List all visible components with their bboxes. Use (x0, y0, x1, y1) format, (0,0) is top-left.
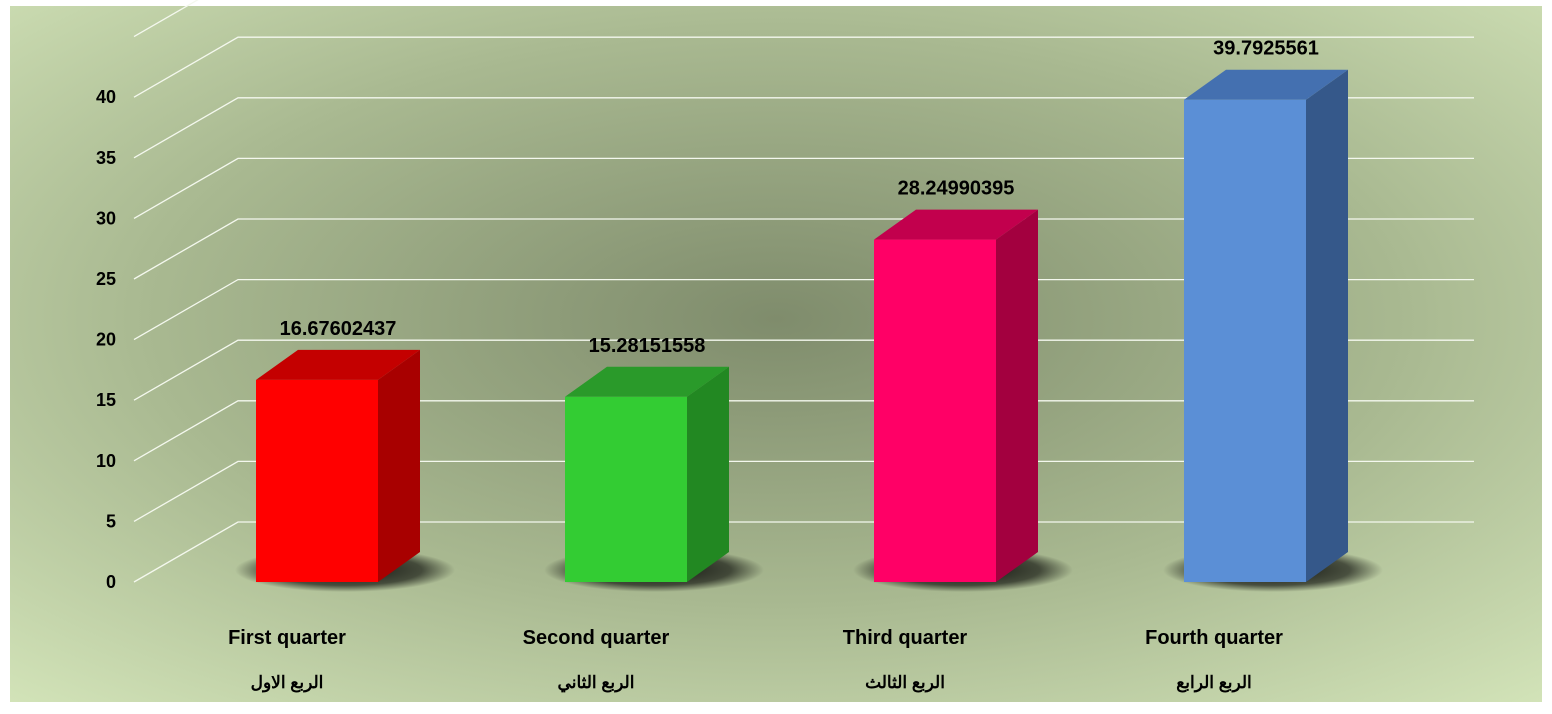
y-axis: 0 5 10 15 20 25 30 35 40 (96, 87, 116, 592)
gridline (133, 339, 1474, 401)
bar-front (565, 396, 687, 582)
bar-top (565, 366, 729, 397)
bar-front (1184, 99, 1306, 582)
x-category-label: First quarter (228, 627, 346, 649)
bar-front (874, 239, 996, 583)
gridline (133, 36, 1474, 98)
x-category-label-arabic: الربع الاول (251, 673, 324, 693)
y-tick-label: 25 (96, 269, 116, 289)
gridline (133, 157, 1474, 219)
x-category-label-arabic: الربع الثاني (558, 673, 635, 693)
y-tick-label: 20 (96, 330, 116, 350)
bar-side (687, 366, 729, 582)
x-category-label-arabic: الربع الثالث (865, 673, 945, 693)
x-axis: First quarter الربع الاول Second quarter ال… (228, 627, 1283, 693)
x-category-label-arabic: الربع الرابع (1176, 673, 1252, 693)
bar-top (874, 209, 1038, 240)
bar-value-label: 28.24990395 (898, 178, 1015, 200)
grid-layer (133, 0, 1474, 583)
gridline (133, 0, 199, 38)
x-category-label: Fourth quarter (1145, 627, 1283, 649)
bar-front (256, 379, 378, 582)
bar-side (378, 349, 420, 582)
bar-top (1184, 69, 1348, 100)
bar-2: 15.28151558 (544, 335, 764, 592)
bar-3: 28.24990395 (853, 178, 1073, 592)
bar-value-label: 39.7925561 (1213, 38, 1319, 60)
bar-value-label: 16.67602437 (280, 318, 397, 340)
gridline (133, 460, 1474, 522)
y-tick-label: 10 (96, 451, 116, 471)
bar-top (256, 349, 420, 380)
y-tick-label: 40 (96, 87, 116, 107)
y-tick-label: 5 (106, 511, 116, 531)
gridline (133, 278, 1474, 341)
gridline (133, 521, 1474, 583)
y-tick-label: 0 (106, 572, 116, 592)
bar-side (996, 209, 1038, 583)
bar-side (1306, 69, 1348, 582)
gridline (133, 97, 1474, 159)
x-category-label: Third quarter (843, 627, 968, 649)
bar-value-label: 15.28151558 (589, 335, 706, 357)
y-tick-label: 30 (96, 208, 116, 228)
bar-4: 39.7925561 (1163, 38, 1383, 592)
y-tick-label: 15 (96, 390, 116, 410)
x-category-label: Second quarter (523, 627, 670, 649)
bar-1: 16.67602437 (235, 318, 455, 592)
gridline (133, 218, 1474, 280)
gridline (133, 400, 1474, 462)
bars-layer: 16.67602437 15.28151558 28.24990395 39.7925… (235, 38, 1383, 592)
y-tick-label: 35 (96, 148, 116, 168)
